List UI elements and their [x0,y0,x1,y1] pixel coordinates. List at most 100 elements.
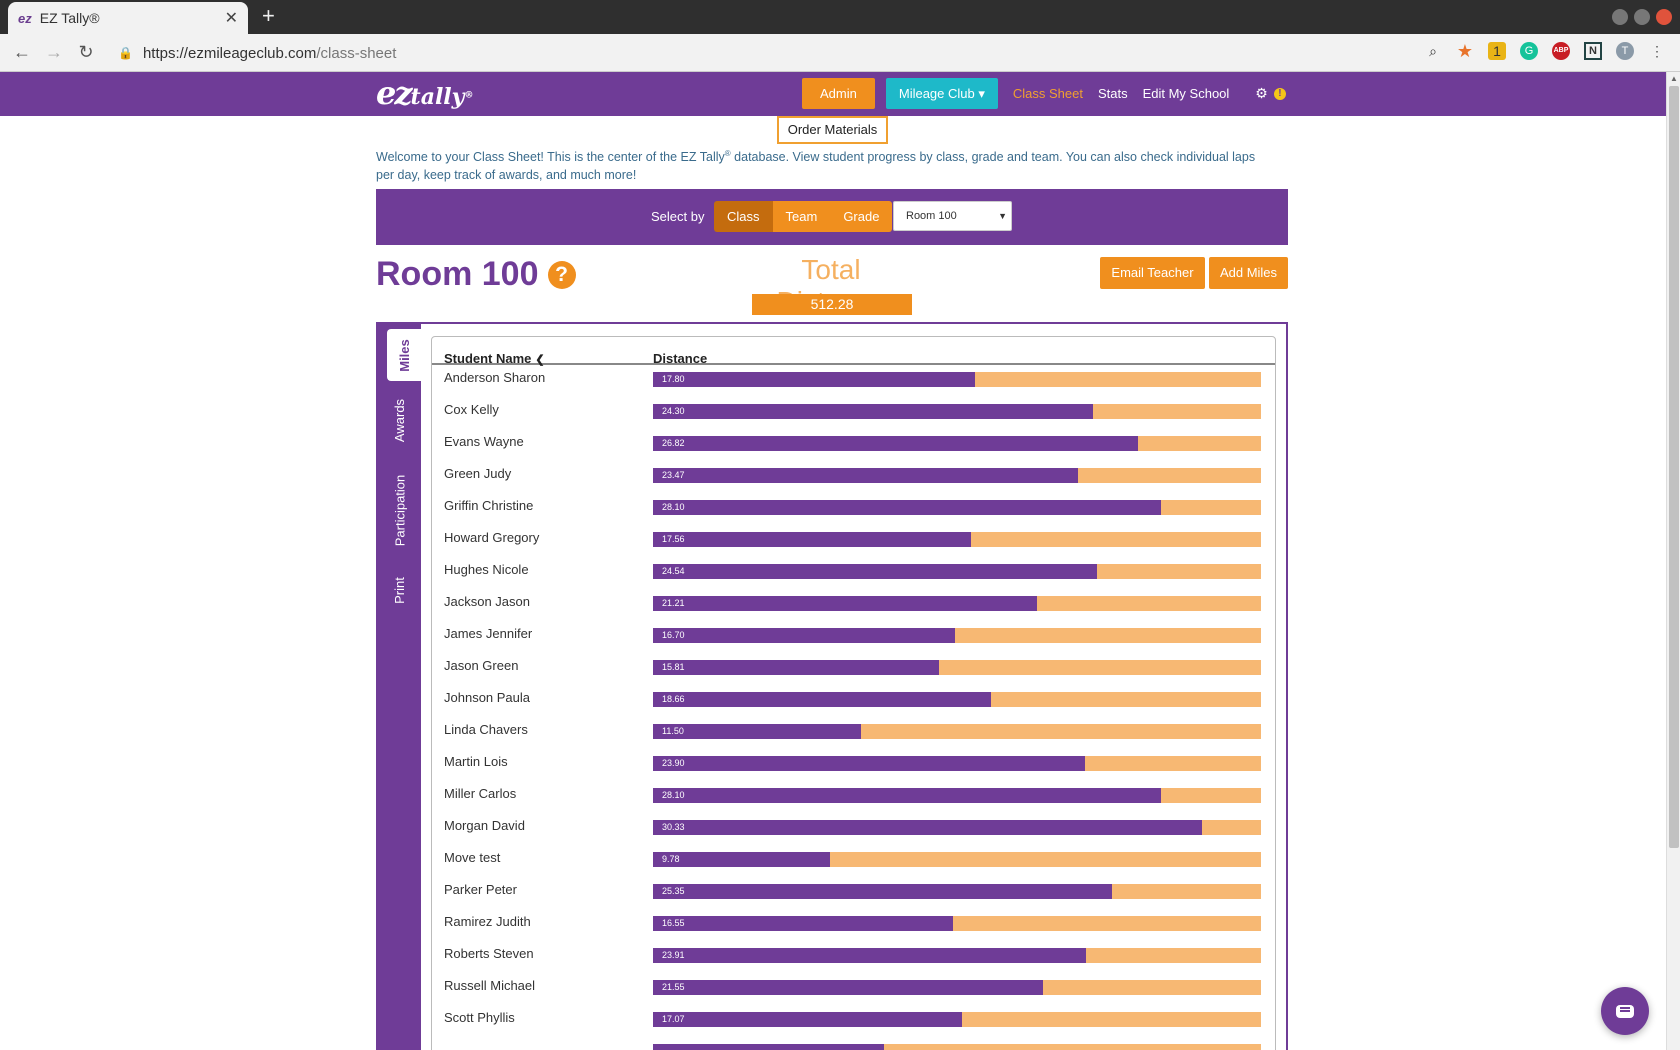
table-row[interactable]: Green Judy 23.47 [432,464,1275,496]
table-row[interactable]: Martin Lois 23.90 [432,752,1275,784]
table-row[interactable]: Evans Wayne 26.82 [432,432,1275,464]
reload-icon[interactable]: ↻ [78,42,94,62]
page-scrollbar[interactable]: ▲ [1666,72,1680,1050]
mileage-club-dropdown[interactable]: Mileage Club ▾ [885,78,998,109]
ez-favicon-icon: ez [18,10,32,26]
sort-chevron-icon[interactable]: ❮ [535,354,545,366]
tab-close-icon[interactable]: ✕ [224,10,238,27]
table-row[interactable]: Griffin Christine 28.10 [432,496,1275,528]
table-row[interactable]: Cox Kelly 24.30 [432,400,1275,432]
select-by-team-button[interactable]: Team [772,201,831,232]
forward-arrow-icon[interactable]: → [45,42,63,62]
tab-participation[interactable]: Participation [392,474,408,546]
chat-button[interactable] [1601,987,1649,1035]
student-name[interactable]: Jason Green [444,658,519,673]
address-bar[interactable]: 🔒 https://ezmileageclub.com/class-sheet [118,41,1418,65]
col-student-name[interactable]: Student Name ❮ [444,351,545,366]
student-name[interactable]: Morgan David [444,818,525,833]
back-arrow-icon[interactable]: ← [13,42,31,62]
site-navbar: eztally® Admin Mileage Club ▾ Class Shee… [0,72,1666,116]
nav-items: Admin Mileage Club ▾ Class Sheet Stats E… [802,78,1286,109]
student-name[interactable]: Move test [444,850,501,865]
table-row[interactable]: Hughes Nicole 24.54 [432,560,1275,592]
minimize-icon[interactable] [1612,9,1628,25]
select-by-grade-button[interactable]: Grade [830,201,893,232]
ez-tally-logo[interactable]: eztally® [376,74,474,112]
browser-menu-icon[interactable]: ⋮ [1650,43,1664,59]
student-name[interactable]: Jackson Jason [444,594,530,609]
distance-bar-fill [653,916,953,931]
table-row[interactable]: Linda Chavers 11.50 [432,720,1275,752]
table-row[interactable]: Parker Peter 25.35 [432,880,1275,912]
table-row[interactable]: Scott Phyllis 17.07 [432,1008,1275,1040]
bookmark-star-icon[interactable]: ★ [1456,41,1474,61]
tab-awards[interactable]: Awards [392,398,407,442]
adblock-icon[interactable]: ABP [1552,42,1570,60]
table-row[interactable]: Ramirez Judith 16.55 [432,912,1275,944]
tab-miles[interactable]: Miles [387,329,421,381]
student-name[interactable]: Cox Kelly [444,402,499,417]
order-materials-menu-item[interactable]: Order Materials [777,116,888,144]
table-row[interactable] [432,1040,1275,1050]
student-name[interactable]: Howard Gregory [444,530,540,545]
grammarly-icon[interactable]: G [1520,42,1538,60]
student-name[interactable]: Anderson Sharon [444,370,546,385]
select-caret-icon: ▼ [998,211,1007,221]
distance-value: 24.54 [662,566,685,576]
student-name[interactable]: Scott Phyllis [444,1010,515,1025]
student-name[interactable]: Linda Chavers [444,722,528,737]
student-name[interactable]: Parker Peter [444,882,517,897]
new-tab-button[interactable]: + [262,3,275,28]
table-row[interactable]: Miller Carlos 28.10 [432,784,1275,816]
add-miles-button[interactable]: Add Miles [1209,257,1288,289]
student-name[interactable]: Evans Wayne [444,434,524,449]
table-row[interactable]: Jackson Jason 21.21 [432,592,1275,624]
select-by-class-button[interactable]: Class [714,201,773,232]
zoom-icon[interactable]: ⌕ [1429,43,1437,59]
student-name[interactable]: Green Judy [444,466,512,481]
table-row[interactable]: Russell Michael 21.55 [432,976,1275,1008]
table-row[interactable]: Morgan David 30.33 [432,816,1275,848]
table-row[interactable]: Johnson Paula 18.66 [432,688,1275,720]
student-name[interactable]: Ramirez Judith [444,914,531,929]
student-name[interactable]: Griffin Christine [444,498,534,513]
table-row[interactable]: Move test 9.78 [432,848,1275,880]
lock-icon: 🔒 [118,46,133,60]
student-name[interactable]: Johnson Paula [444,690,531,705]
extension-yellow-icon[interactable]: 1 [1488,42,1506,60]
profile-avatar-icon[interactable]: T [1616,42,1634,60]
distance-bar-fill [653,820,1202,835]
table-row[interactable]: James Jennifer 16.70 [432,624,1275,656]
browser-tab[interactable]: ez EZ Tally® ✕ [8,2,248,34]
nav-edit-school[interactable]: Edit My School [1142,86,1230,101]
settings-gears-icon[interactable]: ⚙ [1255,85,1268,101]
help-icon[interactable]: ? [547,260,576,289]
tab-print[interactable]: Print [391,576,407,604]
table-row[interactable]: Howard Gregory 17.56 [432,528,1275,560]
scrollbar-thumb[interactable] [1669,86,1679,848]
distance-value: 23.91 [662,950,685,960]
alert-icon[interactable]: ! [1273,87,1286,100]
distance-bar: 16.70 [653,628,1261,643]
nav-class-sheet[interactable]: Class Sheet [1012,86,1083,101]
nav-stats[interactable]: Stats [1097,86,1128,101]
student-name[interactable]: Roberts Steven [444,946,534,961]
student-name[interactable]: James Jennifer [444,626,533,641]
col-distance[interactable]: Distance [653,351,708,366]
distance-bar: 21.21 [653,596,1261,611]
student-name[interactable]: Miller Carlos [444,786,517,801]
table-row[interactable]: Jason Green 15.81 [432,656,1275,688]
student-name[interactable]: Hughes Nicole [444,562,529,577]
email-teacher-button[interactable]: Email Teacher [1100,257,1205,289]
scroll-up-icon[interactable]: ▲ [1670,74,1678,83]
window-close-icon[interactable] [1656,9,1672,25]
table-row[interactable]: Anderson Sharon 17.80 [432,368,1275,400]
distance-bar: 17.07 [653,1012,1261,1027]
room-select[interactable]: Room 100 ▼ [893,201,1012,231]
student-name[interactable]: Russell Michael [444,978,536,993]
table-row[interactable]: Roberts Steven 23.91 [432,944,1275,976]
maximize-icon[interactable] [1634,9,1650,25]
extension-n-icon[interactable]: N [1584,42,1602,60]
admin-button[interactable]: Admin [802,78,875,109]
student-name[interactable]: Martin Lois [444,754,508,769]
